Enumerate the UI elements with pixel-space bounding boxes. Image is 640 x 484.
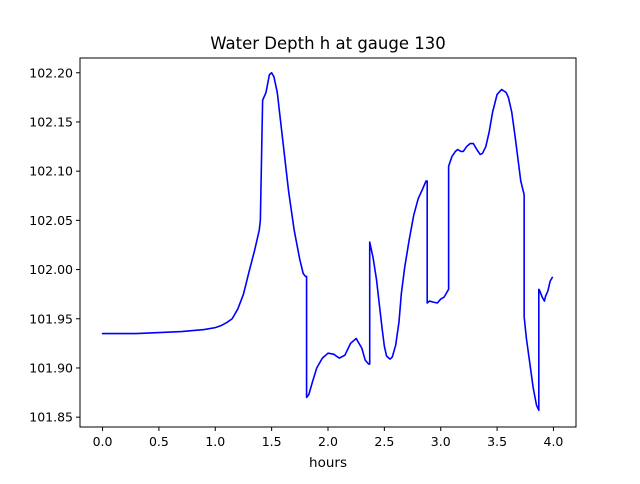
x-tick-label: 3.0 bbox=[431, 434, 451, 449]
y-tick-label: 102.00 bbox=[29, 262, 73, 277]
chart-title: Water Depth h at gauge 130 bbox=[210, 34, 445, 53]
x-tick-label: 3.5 bbox=[487, 434, 507, 449]
x-axis-label: hours bbox=[309, 455, 347, 471]
x-tick-label: 0.0 bbox=[93, 434, 113, 449]
x-tick-label: 2.5 bbox=[374, 434, 394, 449]
series-layer bbox=[101, 71, 554, 412]
y-tick-label: 102.05 bbox=[29, 213, 73, 228]
y-tick-label: 102.10 bbox=[29, 164, 73, 179]
y-tick-label: 101.85 bbox=[29, 410, 73, 425]
plot-area-frame bbox=[79, 57, 577, 428]
x-tick-label: 1.0 bbox=[205, 434, 225, 449]
y-tick-label: 101.90 bbox=[29, 360, 73, 375]
x-tick-label: 4.0 bbox=[544, 434, 564, 449]
y-tick-label: 102.20 bbox=[29, 65, 73, 80]
y-tick-label: 101.95 bbox=[29, 311, 73, 326]
axis-ticks: 0.0 0.5 1.0 1.5 2.0 2.5 3.0 3.5 4.0 101.85 101.90 1… bbox=[29, 65, 563, 449]
y-tick-label: 102.15 bbox=[29, 114, 73, 129]
x-tick-label: 1.5 bbox=[262, 434, 282, 449]
x-tick-label: 0.5 bbox=[149, 434, 169, 449]
water-depth-line bbox=[101, 71, 554, 412]
x-tick-label: 2.0 bbox=[318, 434, 338, 449]
